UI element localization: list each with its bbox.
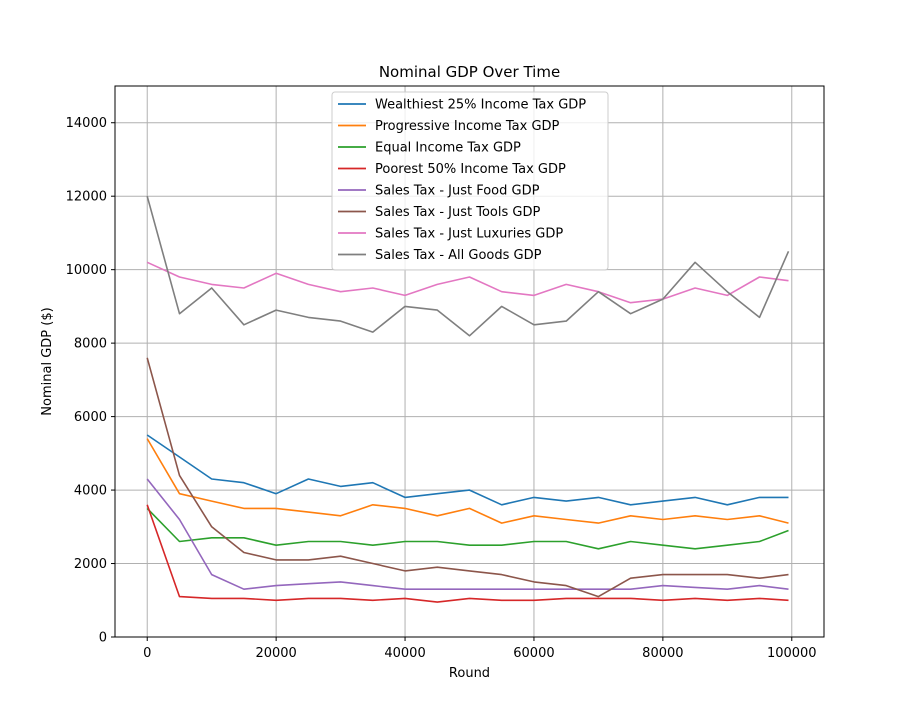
series-line-5 [146, 357, 789, 598]
x-tick-label: 60000 [513, 646, 554, 661]
x-tick-label: 40000 [384, 646, 425, 661]
plot-frame [114, 85, 825, 638]
legend-entry: Progressive Income Tax GDP [375, 119, 560, 134]
series-line-2 [146, 507, 789, 550]
series-line-1 [146, 438, 789, 524]
legend-entry: Sales Tax - Just Tools GDP [375, 205, 540, 220]
legend-entry: Wealthiest 25% Income Tax GDP [375, 98, 586, 113]
y-tick-label: 8000 [74, 337, 107, 352]
legend-entry: Equal Income Tax GDP [375, 141, 521, 156]
ticks: 0 20000 40000 60000 80000 100000 0 2000 4000 6000… [66, 116, 817, 661]
y-tick-label: 4000 [74, 484, 107, 499]
series-layer [146, 195, 790, 603]
y-tick-label: 0 [99, 631, 107, 646]
legend-entry: Sales Tax - Just Food GDP [375, 184, 540, 199]
x-tick-label: 80000 [642, 646, 683, 661]
y-tick-label: 2000 [74, 557, 107, 572]
series-line-3 [146, 504, 789, 603]
x-tick-label: 0 [143, 646, 151, 661]
y-tick-label: 14000 [66, 116, 107, 131]
y-tick-label: 6000 [74, 410, 107, 425]
legend-box [331, 91, 609, 271]
y-tick-label: 10000 [66, 263, 107, 278]
series-line-7 [146, 195, 790, 337]
legend-entry: Sales Tax - Just Luxuries GDP [375, 227, 563, 242]
legend: Wealthiest 25% Income Tax GDP Progressive… [331, 91, 609, 271]
series-line-0 [146, 434, 789, 506]
legend-entry: Sales Tax - All Goods GDP [375, 248, 542, 263]
series-line-6 [146, 261, 789, 304]
y-axis-label: Nominal GDP ($) [40, 307, 55, 415]
legend-entry: Poorest 50% Income Tax GDP [375, 162, 566, 177]
series-line-4 [146, 478, 789, 591]
x-tick-label: 100000 [767, 646, 817, 661]
x-tick-label: 20000 [255, 646, 296, 661]
chart-title: Nominal GDP Over Time [379, 63, 560, 81]
y-tick-label: 12000 [66, 190, 107, 205]
x-axis-label: Round [449, 666, 490, 681]
